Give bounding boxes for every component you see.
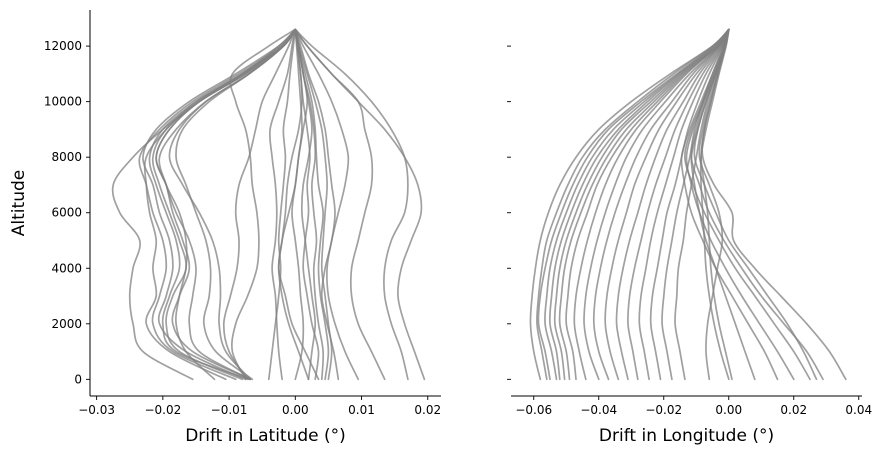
series-line-27 xyxy=(699,28,730,381)
series-line-28 xyxy=(685,28,795,381)
series-line-10 xyxy=(583,28,730,381)
series-line-15 xyxy=(267,28,297,381)
x-tick-label: −0.01 xyxy=(211,403,248,417)
series-line-14 xyxy=(268,28,297,381)
x-tick-label: −0.03 xyxy=(78,403,115,417)
x-tick-label: −0.02 xyxy=(645,403,682,417)
x-axis-label: Drift in Longitude (°) xyxy=(599,426,774,446)
series-line-6 xyxy=(553,28,730,381)
series-line-15 xyxy=(638,28,730,381)
series-line-20 xyxy=(700,28,733,381)
y-tick-label: 8000 xyxy=(51,150,82,164)
x-tick-label: 0.00 xyxy=(282,403,309,417)
series-line-16 xyxy=(291,28,305,381)
series-line-28 xyxy=(294,28,426,381)
series-line-23 xyxy=(277,28,320,381)
x-tick-label: −0.04 xyxy=(580,403,617,417)
x-tick-label: 0.00 xyxy=(715,403,742,417)
longitude-drift-panel: −0.06 −0.04 −0.02 0.00 0.02 0.04 Drift in Long… xyxy=(507,28,872,446)
series-line-7 xyxy=(155,28,297,381)
x-tick-label: 0.02 xyxy=(414,403,441,417)
series-line-13 xyxy=(229,28,297,381)
x-axis-label: Drift in Latitude (°) xyxy=(185,426,346,446)
series-line-24 xyxy=(277,28,310,381)
series-line-4 xyxy=(544,28,730,381)
series-line-23 xyxy=(684,28,811,381)
series-line-5 xyxy=(138,28,297,381)
series-line-21 xyxy=(294,28,333,381)
y-tick-label: 10000 xyxy=(44,95,82,109)
x-tick-label: −0.02 xyxy=(144,403,181,417)
series-line-12 xyxy=(222,28,297,381)
series-line-5 xyxy=(548,28,730,381)
series-line-25 xyxy=(294,28,360,381)
series-line-14 xyxy=(627,28,730,381)
series-line-2 xyxy=(536,28,730,381)
series-line-9 xyxy=(573,28,730,381)
series-line-25 xyxy=(690,28,824,381)
x-tick-label: 0.02 xyxy=(780,403,807,417)
series-line-1 xyxy=(529,28,730,381)
series-line-10 xyxy=(155,28,297,381)
y-axis-label: Altitude xyxy=(9,170,29,236)
series-line-8 xyxy=(565,28,730,381)
series-line-22 xyxy=(294,28,340,381)
series-line-11 xyxy=(168,28,297,381)
series-line-20 xyxy=(294,28,330,381)
y-tick-label: 4000 xyxy=(51,261,82,275)
latitude-drift-panel: −0.03 −0.02 −0.01 0.00 0.01 0.02 0 2000 4000 6000… xyxy=(9,10,441,446)
y-tick-label: 2000 xyxy=(51,317,82,331)
series-line-26 xyxy=(701,28,847,381)
series-line-16 xyxy=(649,28,730,381)
series-line-27 xyxy=(294,28,409,381)
x-tick-label: −0.06 xyxy=(515,403,552,417)
y-tick-label: 0 xyxy=(74,372,82,386)
series-line-13 xyxy=(615,28,730,381)
series-line-7 xyxy=(558,28,730,381)
x-tick-label: 0.01 xyxy=(348,403,375,417)
series-line-22 xyxy=(680,28,779,381)
x-tick-label: 0.04 xyxy=(845,403,872,417)
y-tick-label: 6000 xyxy=(51,206,82,220)
y-tick-label: 12000 xyxy=(44,39,82,53)
series-line-11 xyxy=(592,28,730,381)
series-line-12 xyxy=(604,28,730,381)
series-line-3 xyxy=(537,28,730,381)
